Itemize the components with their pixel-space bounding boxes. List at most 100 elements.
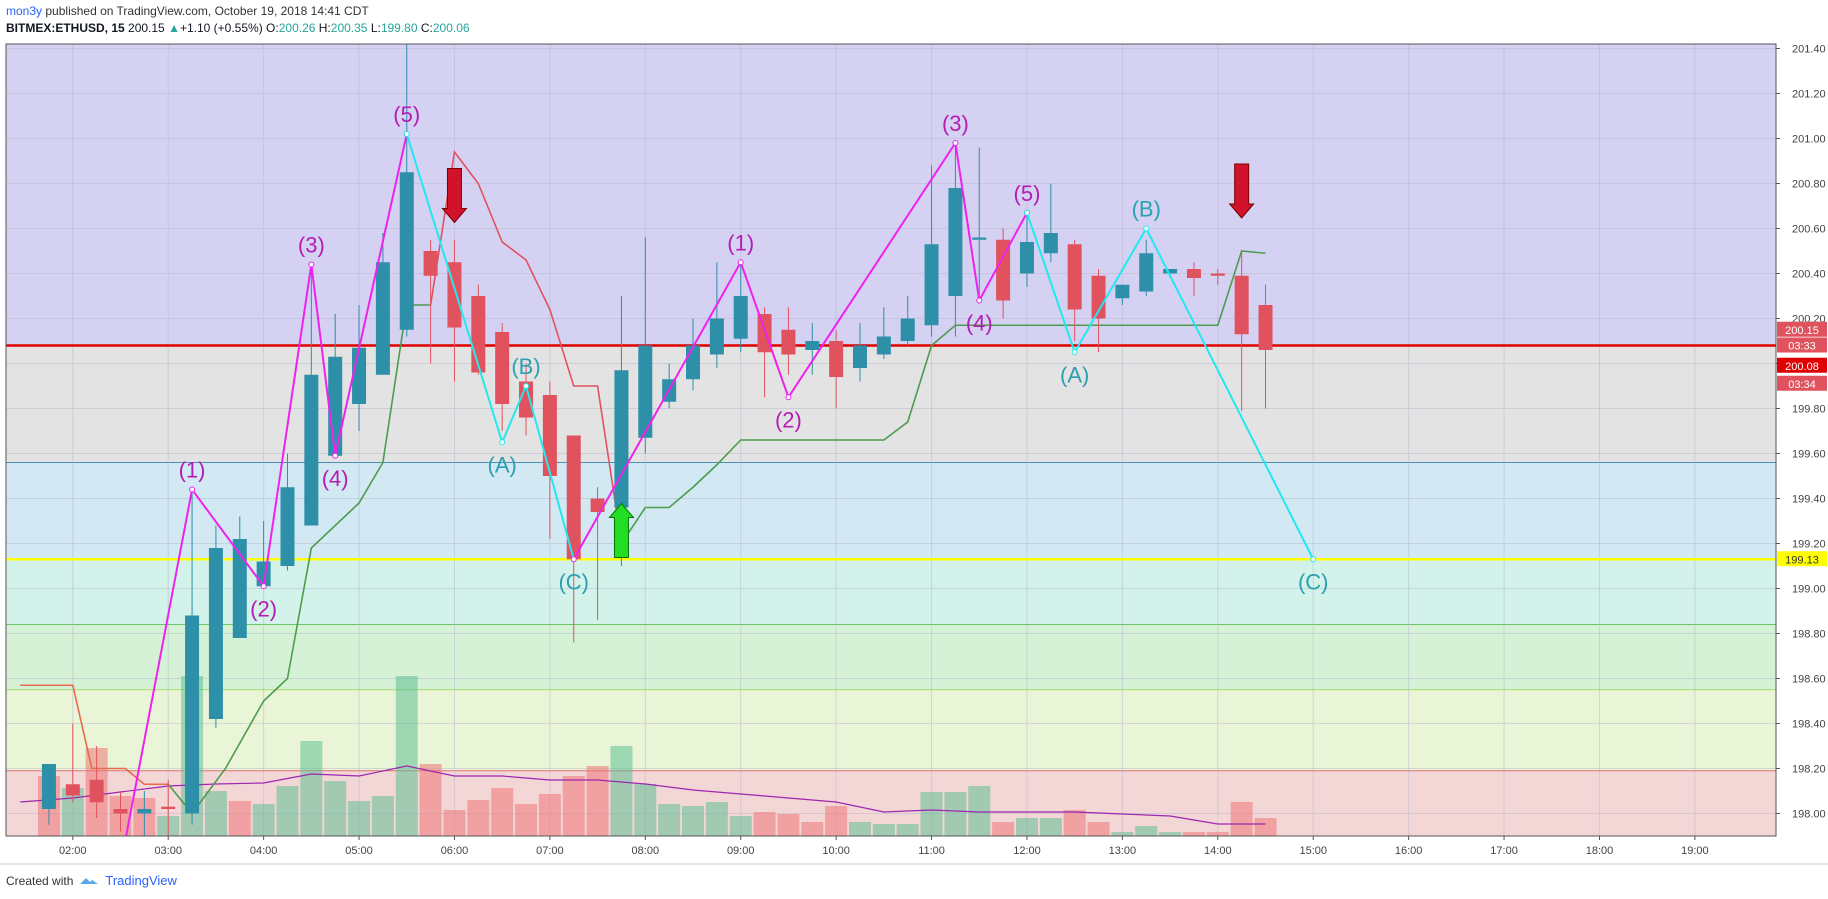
volume-bar bbox=[252, 804, 275, 836]
price-tag bbox=[1777, 357, 1827, 373]
y-tick-label: 200.40 bbox=[1792, 269, 1826, 281]
down-arrow-icon bbox=[1228, 163, 1255, 219]
high-label: H: bbox=[318, 21, 331, 35]
wave-label: (5) bbox=[393, 102, 420, 127]
volume-bar bbox=[920, 792, 943, 836]
price-change: +1.10 (+0.55%) bbox=[179, 21, 263, 35]
candle-body bbox=[1234, 275, 1249, 335]
impulse-wave-2-node bbox=[785, 394, 792, 401]
volume-bar bbox=[848, 822, 871, 836]
wave-label: (3) bbox=[298, 233, 325, 258]
background-band-2 bbox=[6, 462, 1776, 560]
impulse-wave-1-node bbox=[308, 261, 315, 268]
candle-body bbox=[137, 809, 152, 814]
y-tick-label: 199.80 bbox=[1792, 404, 1826, 416]
y-tick-label: 200.60 bbox=[1792, 224, 1826, 236]
candle-body bbox=[733, 296, 748, 339]
wave-label: (1) bbox=[179, 458, 206, 483]
corrective-wave-2-node bbox=[1310, 556, 1317, 563]
volume-bar bbox=[419, 764, 442, 836]
wave-label: (2) bbox=[775, 407, 802, 432]
published-text: published on TradingView.com, October 19… bbox=[45, 4, 369, 18]
price-tag-label: 199.13 bbox=[1785, 554, 1819, 566]
corrective-wave-1-node bbox=[499, 439, 506, 446]
volume-bar bbox=[777, 814, 800, 836]
candle-body bbox=[1163, 269, 1178, 274]
wave-label: (C) bbox=[1298, 569, 1329, 594]
background-band-0 bbox=[6, 44, 1776, 346]
volume-bar bbox=[634, 784, 657, 836]
publisher-username[interactable]: mon3y bbox=[6, 4, 43, 18]
y-tick-label: 201.40 bbox=[1792, 44, 1826, 56]
background-band-4 bbox=[6, 624, 1776, 690]
volume-bar bbox=[467, 800, 490, 836]
stop-line-down-2 bbox=[429, 150, 623, 544]
y-tick-label: 198.00 bbox=[1792, 809, 1826, 821]
volume-bar bbox=[1135, 826, 1158, 836]
tradingview-brand-link[interactable]: TradingView bbox=[105, 873, 177, 888]
background-band-5 bbox=[6, 689, 1776, 771]
candle-body bbox=[352, 347, 367, 404]
y-tick-label: 198.20 bbox=[1792, 764, 1826, 776]
candle-body bbox=[1186, 269, 1201, 278]
x-tick-label: 07:00 bbox=[536, 845, 564, 857]
impulse-wave-1-node bbox=[332, 452, 339, 459]
volume-bar bbox=[1206, 832, 1229, 836]
volume-bar bbox=[1254, 818, 1277, 836]
candle-body bbox=[781, 329, 796, 355]
stop-line-down bbox=[20, 684, 169, 786]
low-value: 199.80 bbox=[380, 21, 418, 35]
last-price: 200.15 bbox=[128, 21, 165, 35]
candle-body bbox=[471, 296, 486, 373]
x-tick-label: 14:00 bbox=[1204, 845, 1232, 857]
price-tag bbox=[1777, 551, 1827, 567]
candle-body bbox=[805, 341, 820, 350]
up-arrow-icon bbox=[608, 502, 635, 558]
low-label: L: bbox=[370, 21, 381, 35]
volume-bar bbox=[395, 676, 418, 836]
volume-bar bbox=[1063, 810, 1086, 836]
volume-bar bbox=[538, 794, 561, 836]
candle-body bbox=[399, 172, 414, 330]
impulse-wave-2-node bbox=[952, 140, 959, 146]
candle-body bbox=[304, 374, 319, 526]
candle-body bbox=[1091, 275, 1106, 319]
volume-bar bbox=[872, 824, 895, 836]
publisher-line: mon3y published on TradingView.com, Octo… bbox=[6, 4, 369, 18]
candle-body bbox=[1139, 253, 1154, 292]
candle-body bbox=[542, 395, 557, 476]
volume-bar bbox=[801, 822, 824, 836]
x-tick-label: 17:00 bbox=[1490, 845, 1518, 857]
wave-label: (1) bbox=[727, 230, 754, 255]
y-tick-label: 198.80 bbox=[1792, 629, 1826, 641]
volume-bar bbox=[515, 804, 538, 836]
volume-ma-line bbox=[20, 765, 1266, 825]
wave-label: (B) bbox=[1132, 197, 1161, 222]
corrective-wave-2-node bbox=[1023, 209, 1030, 216]
corrective-wave-1 bbox=[405, 133, 575, 560]
candle-body bbox=[566, 435, 581, 560]
open-label: O: bbox=[266, 21, 279, 35]
x-tick-label: 12:00 bbox=[1013, 845, 1041, 857]
x-tick-label: 10:00 bbox=[822, 845, 850, 857]
impulse-wave-2-node bbox=[570, 556, 577, 563]
y-tick-label: 201.20 bbox=[1792, 89, 1826, 101]
footer: Created with TradingView bbox=[6, 873, 177, 888]
y-tick-label: 199.00 bbox=[1792, 584, 1826, 596]
candle-body bbox=[519, 381, 534, 418]
price-tag-label: 03:34 bbox=[1788, 379, 1816, 391]
candle-body bbox=[709, 318, 724, 355]
candle-body bbox=[423, 251, 438, 276]
volume-bar bbox=[825, 806, 848, 836]
price-tag bbox=[1777, 321, 1827, 337]
x-tick-label: 06:00 bbox=[441, 845, 469, 857]
candle-body bbox=[1115, 284, 1130, 299]
down-arrow-icon bbox=[441, 168, 468, 224]
candle-body bbox=[280, 487, 295, 566]
plot-area: (1) (2) (3) (4) (5) (A) (B) (C) (1) (2) (3) (4) (5) (… bbox=[6, 44, 1776, 836]
volume-bar bbox=[586, 766, 609, 836]
volume-bar bbox=[371, 796, 394, 836]
candle-body bbox=[375, 262, 390, 375]
candle-body bbox=[65, 784, 80, 796]
